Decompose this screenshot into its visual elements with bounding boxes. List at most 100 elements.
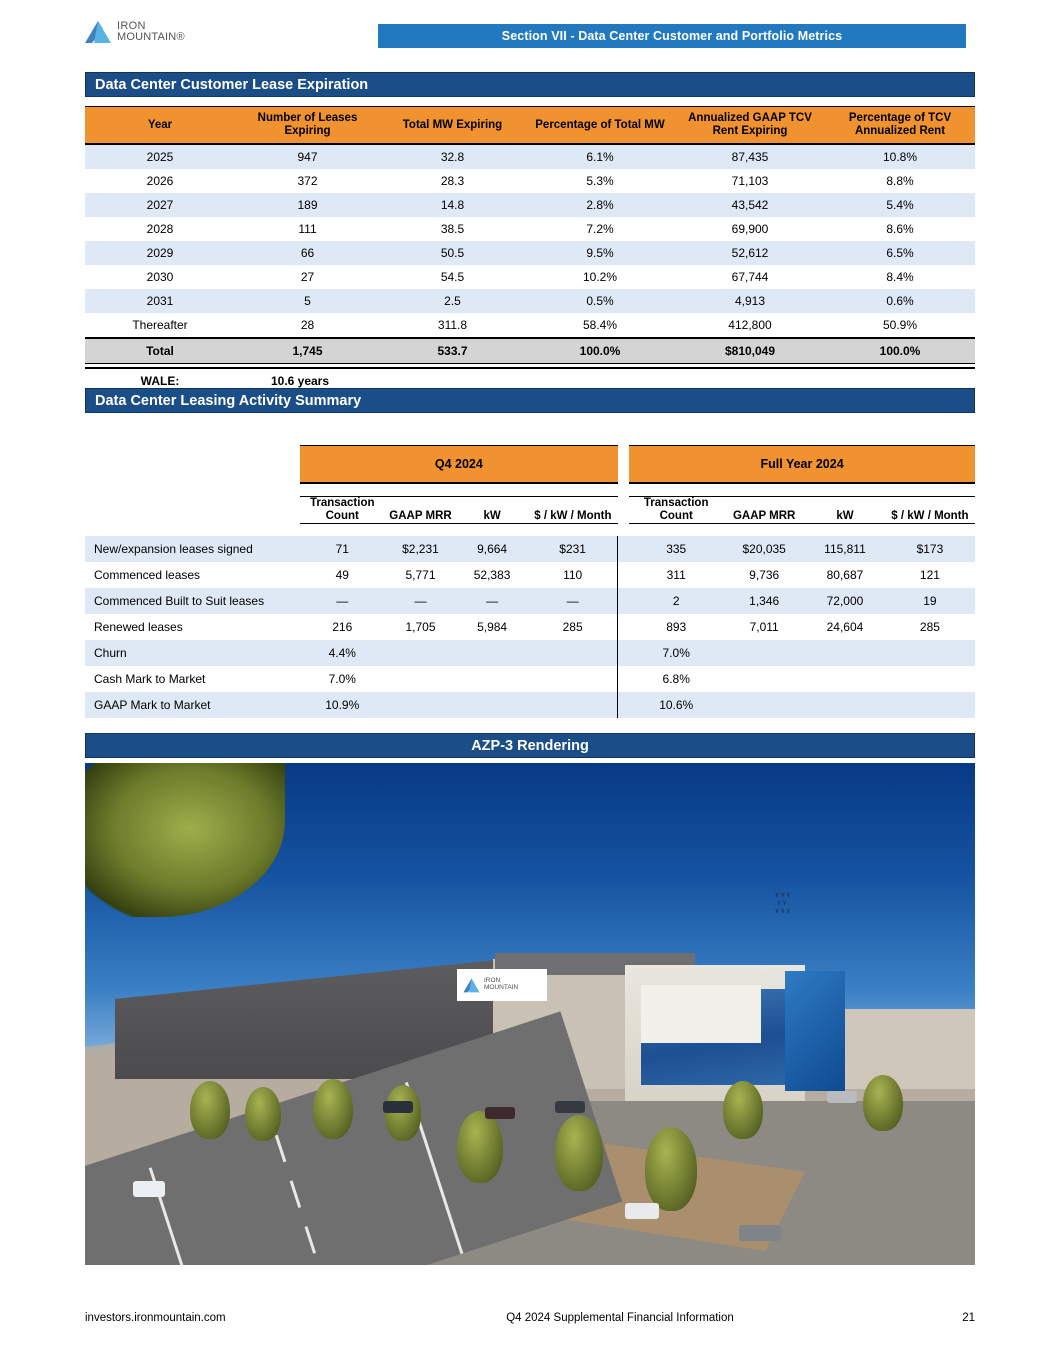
car (739, 1225, 781, 1241)
cell-q4-rate (527, 692, 618, 719)
cell-fy-rate: $173 (884, 536, 975, 563)
col-q4-kw: kW (456, 495, 528, 525)
building-logo-line2: MOUNTAIN (484, 984, 519, 991)
cell-pct-mw: 2.8% (525, 193, 675, 218)
cell-q4-count: 10.9% (299, 692, 385, 719)
logo-text-line1: IRON (117, 20, 146, 32)
cell-q4-mrr (384, 692, 457, 719)
cell-leases: 5 (235, 289, 380, 314)
cell-q4-kw (456, 666, 528, 692)
mountain-logo-icon (463, 978, 480, 992)
footer-document-title: Q4 2024 Supplemental Financial Informati… (506, 1312, 734, 1324)
facade-blue-panels (785, 971, 845, 1091)
cell-pct-tcv: 0.6% (825, 289, 975, 314)
cell-q4-mrr (385, 666, 457, 692)
col-q4-dollar-kw-month: $ / kW / Month (527, 495, 618, 525)
cell-leases: 28 (300, 318, 315, 333)
table-row: GAAP Mark to Market 10.9% 10.6% (85, 692, 975, 719)
cell-fy-count: 7.0% (629, 640, 724, 667)
table-row: New/expansion leases signed 71 $2,231 9,… (85, 536, 975, 563)
tree (723, 1081, 763, 1139)
row-label: GAAP Mark to Market (85, 692, 300, 719)
cell-q4-kw: 52,383 (473, 568, 511, 583)
cell-q4-rate: $231 (527, 536, 618, 563)
cell-q4-rate (528, 666, 618, 692)
col-leases: Number of Leases Expiring (235, 106, 380, 146)
cell-fy-kw: 72,000 (805, 588, 885, 615)
cell-q4-kw (456, 692, 528, 719)
cell-pct-tcv: 50.9% (882, 318, 918, 333)
group-header-fy: Full Year 2024 (629, 445, 975, 484)
cell-q4-rate: — (527, 588, 618, 615)
cell-tcv: 52,612 (675, 241, 825, 266)
cell-fy-count: 335 (629, 536, 724, 563)
col-pct-mw: Percentage of Total MW (525, 106, 675, 146)
cell-year: 2026 (146, 174, 174, 189)
table-row: Commenced Built to Suit leases — — — — 2… (85, 588, 975, 615)
tree (555, 1115, 603, 1191)
leasing-activity-title: Data Center Leasing Activity Summary (85, 388, 975, 413)
cell-pct-mw: 58.4% (582, 318, 618, 333)
cell-mw: 311.8 (437, 318, 468, 333)
cell-year: 2030 (146, 270, 174, 285)
cell-fy-mrr: $20,035 (723, 536, 806, 563)
building-logo-line1: IRON (484, 977, 501, 985)
cell-fy-kw (805, 666, 885, 692)
cell-fy-count: 311 (666, 568, 686, 583)
table-row: 2029 66 50.5 9.5% 52,612 6.5% (85, 241, 975, 266)
cell-tcv: 412,800 (728, 318, 772, 333)
mountain-logo-icon (85, 21, 111, 43)
cell-tcv: 67,744 (731, 270, 769, 285)
table-row: 2030 27 54.5 10.2% 67,744 8.4% (85, 265, 975, 289)
cell-mw: 54.5 (440, 270, 465, 285)
cell-pct-mw: 9.5% (525, 241, 675, 266)
car (133, 1181, 165, 1197)
table-row: Cash Mark to Market 7.0% 6.8% (85, 666, 975, 693)
table-row: Renewed leases 216 1,705 5,984 285 893 7… (85, 614, 975, 641)
cell-total-pct-mw: 100.0% (525, 337, 675, 365)
cell-q4-kw: 5,984 (477, 620, 508, 635)
row-label: Cash Mark to Market (94, 672, 206, 687)
cell-fy-mrr: 7,011 (749, 620, 779, 635)
table-row: Commenced leases 49 5,771 52,383 110 311… (85, 562, 975, 589)
cell-q4-count: 71 (299, 536, 385, 563)
cell-fy-rate: 121 (919, 568, 940, 583)
cell-pct-mw: 5.3% (586, 174, 614, 189)
cell-mw: 32.8 (380, 144, 525, 170)
car (625, 1203, 659, 1219)
wale-row: WALE: 10.6 years (85, 374, 975, 388)
cell-year: 2029 (85, 241, 235, 266)
lease-expiration-table: Year Number of Leases Expiring Total MW … (85, 106, 975, 370)
page-footer: investors.ironmountain.com Q4 2024 Suppl… (85, 1312, 975, 1324)
table-row: 2031 5 2.5 0.5% 4,913 0.6% (85, 289, 975, 314)
cell-year: Thereafter (132, 318, 188, 333)
tree (457, 1111, 503, 1183)
row-label: New/expansion leases signed (85, 536, 300, 563)
cell-q4-mrr: $2,231 (384, 536, 457, 563)
cell-q4-mrr: 1,705 (405, 620, 436, 635)
spacer-row (85, 523, 975, 537)
cell-fy-mrr (723, 692, 806, 719)
cell-total-label: Total (85, 337, 235, 365)
cell-fy-kw (805, 692, 885, 719)
col-q4-gaap-mrr: GAAP MRR (384, 495, 457, 525)
footer-website[interactable]: investors.ironmountain.com (85, 1312, 226, 1324)
cell-fy-count: 10.6% (629, 692, 724, 719)
cell-pct-tcv: 10.8% (825, 144, 975, 170)
table-row: 2025 947 32.8 6.1% 87,435 10.8% (85, 144, 975, 170)
cell-leases: 66 (235, 241, 380, 266)
cell-leases: 372 (297, 174, 318, 189)
cell-pct-tcv: 6.5% (825, 241, 975, 266)
tree (190, 1081, 230, 1139)
logo-text-line2: MOUNTAIN® (117, 31, 185, 43)
cell-tcv: 43,542 (675, 193, 825, 218)
building-logo-text: IRON MOUNTAIN (484, 977, 519, 992)
car (485, 1107, 515, 1119)
col-mw: Total MW Expiring (380, 106, 525, 146)
cell-tcv: 87,435 (675, 144, 825, 170)
tree (245, 1087, 281, 1141)
cell-pct-mw: 10.2% (582, 270, 618, 285)
cell-q4-kw (456, 640, 528, 667)
car (827, 1091, 857, 1103)
table-total-row: Total 1,745 533.7 100.0% $810,049 100.0% (85, 337, 975, 365)
